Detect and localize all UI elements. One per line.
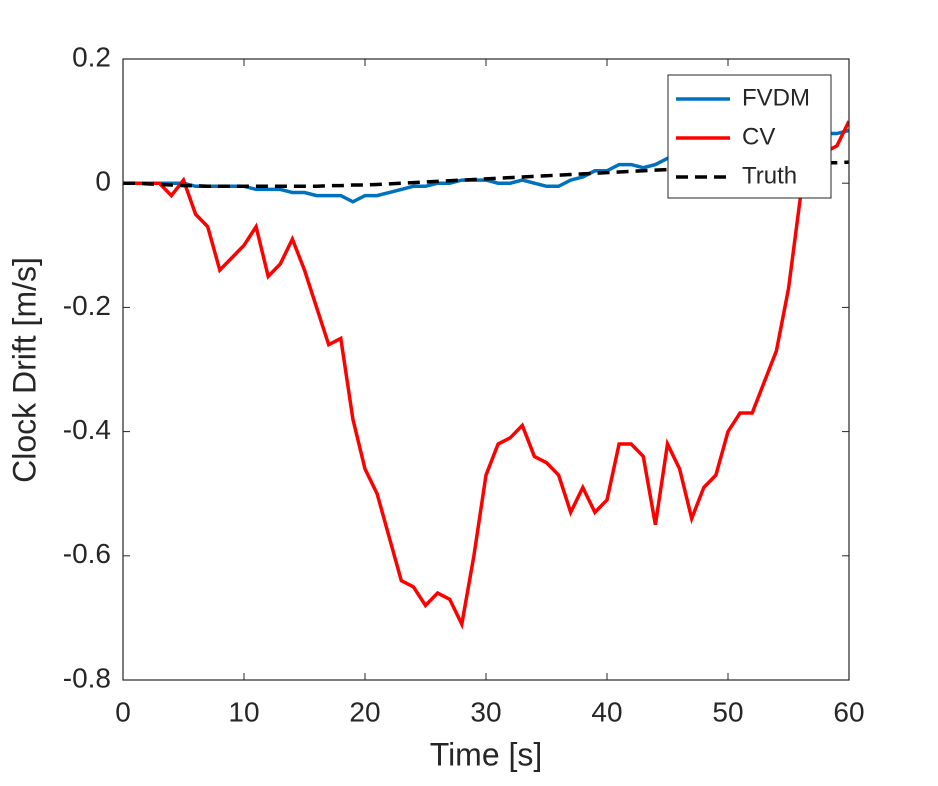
y-tick-label: 0.2 <box>72 41 111 72</box>
x-tick-label: 30 <box>470 696 501 727</box>
x-tick-label: 20 <box>349 696 380 727</box>
legend-label: CV <box>742 123 775 150</box>
legend-label: Truth <box>742 162 797 189</box>
y-tick-label: -0.4 <box>63 414 111 445</box>
x-axis-label: Time [s] <box>430 736 543 772</box>
y-axis-label: Clock Drift [m/s] <box>6 257 42 483</box>
y-tick-label: -0.8 <box>63 662 111 693</box>
x-tick-label: 50 <box>712 696 743 727</box>
series-line <box>123 160 849 189</box>
x-tick-label: 10 <box>228 696 259 727</box>
series-line <box>123 120 849 630</box>
legend-label: FVDM <box>742 84 810 111</box>
y-tick-label: -0.2 <box>63 290 111 321</box>
x-tick-label: 40 <box>591 696 622 727</box>
x-tick-label: 0 <box>115 696 131 727</box>
axes-box <box>122 58 850 681</box>
y-tick-label: -0.6 <box>63 538 111 569</box>
x-tick-label: 60 <box>833 696 864 727</box>
y-tick-label: 0 <box>95 166 111 197</box>
